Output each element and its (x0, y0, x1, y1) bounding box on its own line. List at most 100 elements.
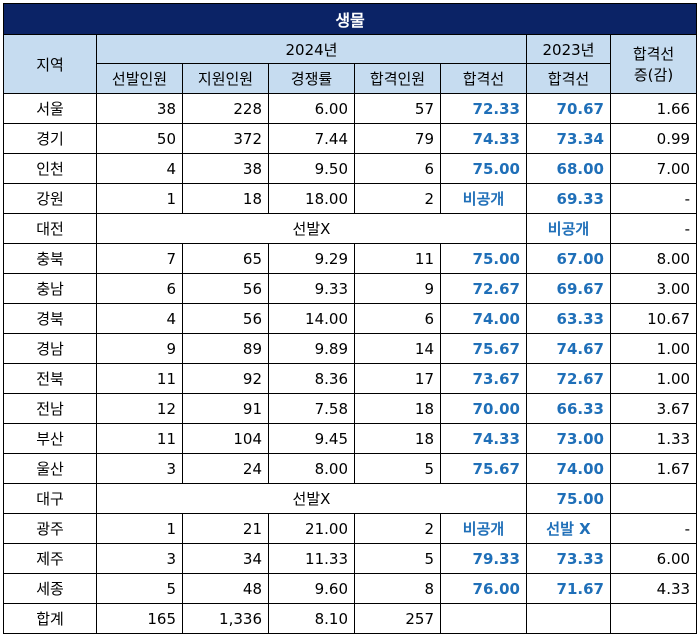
region-cell: 대전 (3, 213, 97, 244)
applied-cell: 89 (182, 333, 269, 364)
change-cell: - (609, 183, 698, 214)
table-row: 울산 3 24 8.00 5 75.67 74.00 1.67 (3, 453, 698, 484)
cut-2023-cell: 비공개 (526, 213, 611, 244)
cut-2023-cell: 69.33 (526, 183, 611, 214)
selected-cell: 11 (96, 423, 183, 454)
cut-2023-cell: 70.67 (526, 93, 611, 124)
merged-status-cell: 선발X (96, 213, 527, 244)
table-row: 충북 7 65 9.29 11 75.00 67.00 8.00 (3, 243, 698, 274)
cut-2024-cell: 75.00 (440, 243, 527, 274)
total-label: 합계 (3, 603, 97, 634)
ratio-cell: 18.00 (268, 183, 355, 214)
header-change: 합격선 증(감) (609, 34, 698, 94)
applied-cell: 34 (182, 543, 269, 574)
ratio-cell: 11.33 (268, 543, 355, 574)
total-change (609, 603, 698, 634)
header-cut-2023: 합격선 (526, 63, 611, 94)
cut-2023-cell: 68.00 (526, 153, 611, 184)
passed-cell: 5 (354, 453, 441, 484)
ratio-cell: 9.45 (268, 423, 355, 454)
table-row: 경남 9 89 9.89 14 75.67 74.67 1.00 (3, 333, 698, 364)
passed-cell: 5 (354, 543, 441, 574)
region-cell: 부산 (3, 423, 97, 454)
cut-2023-cell: 74.67 (526, 333, 611, 364)
cut-2023-cell: 선발 X (526, 513, 611, 544)
ratio-cell: 9.50 (268, 153, 355, 184)
passed-cell: 14 (354, 333, 441, 364)
cut-2024-cell: 74.33 (440, 123, 527, 154)
total-ratio: 8.10 (268, 603, 355, 634)
header-applied: 지원인원 (182, 63, 269, 94)
selected-cell: 3 (96, 453, 183, 484)
table-row: 경기 50 372 7.44 79 74.33 73.34 0.99 (3, 123, 698, 154)
total-passed: 257 (354, 603, 441, 634)
ratio-cell: 7.58 (268, 393, 355, 424)
selected-cell: 4 (96, 303, 183, 334)
change-cell: 3.00 (609, 273, 698, 304)
table-row: 인천 4 38 9.50 6 75.00 68.00 7.00 (3, 153, 698, 184)
cut-2023-cell: 73.33 (526, 543, 611, 574)
passed-cell: 79 (354, 123, 441, 154)
applied-cell: 92 (182, 363, 269, 394)
change-cell: 1.33 (609, 423, 698, 454)
cut-2023-cell: 74.00 (526, 453, 611, 484)
total-selected: 165 (96, 603, 183, 634)
passed-cell: 18 (354, 393, 441, 424)
change-cell: 1.00 (609, 333, 698, 364)
change-cell: 7.00 (609, 153, 698, 184)
cut-2024-cell: 비공개 (440, 513, 527, 544)
applied-cell: 65 (182, 243, 269, 274)
cut-2023-cell: 75.00 (526, 483, 611, 514)
selected-cell: 5 (96, 573, 183, 604)
region-cell: 전북 (3, 363, 97, 394)
table-row: 충남 6 56 9.33 9 72.67 69.67 3.00 (3, 273, 698, 304)
cut-2023-cell: 69.67 (526, 273, 611, 304)
applied-cell: 24 (182, 453, 269, 484)
ratio-cell: 9.60 (268, 573, 355, 604)
table-row: 대전 선발X 비공개 - (3, 213, 698, 244)
total-applied: 1,336 (182, 603, 269, 634)
ratio-cell: 9.29 (268, 243, 355, 274)
applied-cell: 48 (182, 573, 269, 604)
change-cell: 0.99 (609, 123, 698, 154)
header-passed: 합격인원 (354, 63, 441, 94)
table-row: 전남 12 91 7.58 18 70.00 66.33 3.67 (3, 393, 698, 424)
table-row: 대구 선발X 75.00 (3, 483, 698, 514)
header-region: 지역 (3, 34, 97, 94)
passed-cell: 57 (354, 93, 441, 124)
table-row: 제주 3 34 11.33 5 79.33 73.33 6.00 (3, 543, 698, 574)
passed-cell: 9 (354, 273, 441, 304)
region-cell: 경남 (3, 333, 97, 364)
passed-cell: 8 (354, 573, 441, 604)
passed-cell: 11 (354, 243, 441, 274)
selected-cell: 38 (96, 93, 183, 124)
cut-2024-cell: 72.33 (440, 93, 527, 124)
selected-cell: 1 (96, 183, 183, 214)
region-cell: 충남 (3, 273, 97, 304)
cut-2023-cell: 72.67 (526, 363, 611, 394)
change-cell: - (609, 513, 698, 544)
applied-cell: 18 (182, 183, 269, 214)
region-cell: 세종 (3, 573, 97, 604)
region-cell: 전남 (3, 393, 97, 424)
passed-cell: 6 (354, 153, 441, 184)
ratio-cell: 9.89 (268, 333, 355, 364)
change-cell (609, 483, 698, 514)
region-cell: 제주 (3, 543, 97, 574)
cut-2024-cell: 74.00 (440, 303, 527, 334)
cut-2023-cell: 66.33 (526, 393, 611, 424)
cut-2024-cell: 75.67 (440, 333, 527, 364)
change-cell: 6.00 (609, 543, 698, 574)
selected-cell: 1 (96, 513, 183, 544)
cut-2024-cell: 70.00 (440, 393, 527, 424)
table-row: 강원 1 18 18.00 2 비공개 69.33- (3, 183, 698, 214)
cut-2024-cell: 73.67 (440, 363, 527, 394)
applied-cell: 228 (182, 93, 269, 124)
table-row: 경북 4 56 14.00 6 74.00 63.33 10.67 (3, 303, 698, 334)
change-cell: 1.67 (609, 453, 698, 484)
passed-cell: 18 (354, 423, 441, 454)
cut-2024-cell: 75.67 (440, 453, 527, 484)
change-cell: 4.33 (609, 573, 698, 604)
ratio-cell: 7.44 (268, 123, 355, 154)
table-row: 서울 38 228 6.00 57 72.33 70.67 1.66 (3, 93, 698, 124)
